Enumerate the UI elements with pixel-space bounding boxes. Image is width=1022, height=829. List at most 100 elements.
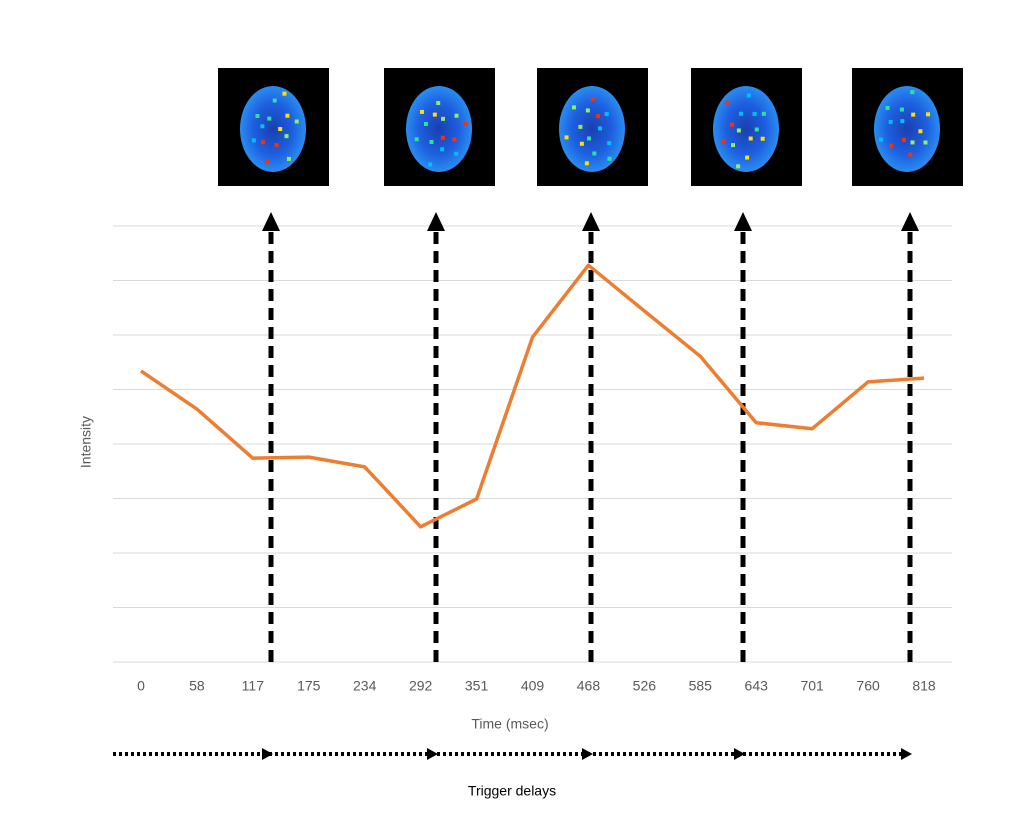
brain-spot (260, 124, 265, 129)
trigger-arrow-head (734, 212, 752, 231)
brain (874, 86, 940, 172)
brain-spot (592, 151, 597, 156)
brain-spot (885, 105, 890, 110)
x-tick-label: 643 (745, 678, 769, 694)
brain-spot (452, 137, 457, 142)
brain-spot (926, 112, 931, 117)
brain-spot (746, 93, 751, 98)
brain-spot (454, 151, 459, 156)
brain-spot (754, 127, 759, 132)
x-tick-label: 234 (353, 678, 377, 694)
brain-spot (900, 119, 905, 124)
brain-spot (267, 116, 272, 121)
brain-spot (432, 112, 437, 117)
brain-spot (729, 122, 734, 127)
brain-spot (760, 136, 765, 141)
x-tick-label: 585 (689, 678, 713, 694)
brain-spot (429, 139, 434, 144)
brain-spot (578, 124, 583, 129)
x-tick-label: 526 (633, 678, 657, 694)
brain (240, 86, 306, 172)
brain-spot (607, 141, 612, 146)
brain-spot (745, 155, 750, 160)
brain-spot (579, 141, 584, 146)
brain-spot (255, 113, 260, 118)
brain-spot (294, 119, 299, 124)
timeline-arrow-head (901, 748, 912, 760)
brain-spot (598, 126, 603, 131)
brain-spot (278, 127, 283, 131)
brain-spot (910, 90, 915, 95)
trigger-arrow-head (901, 212, 919, 231)
brain-spot (571, 105, 576, 110)
brain-spot (284, 134, 289, 139)
trigger-arrow-head (582, 212, 600, 231)
brain-spot (918, 129, 923, 134)
brain (713, 86, 779, 172)
brain-spot (721, 139, 726, 144)
brain-spot (272, 98, 277, 103)
x-tick-label: 0 (137, 678, 145, 694)
brain-spot (274, 143, 279, 148)
brain-spot (420, 109, 425, 114)
brain-spot (725, 100, 730, 105)
brain-spot (441, 116, 446, 121)
brain-spot (752, 111, 757, 116)
x-tick-label: 117 (242, 678, 265, 694)
brain-spot (607, 156, 612, 161)
brain-spot (587, 136, 592, 141)
brain-spot (286, 156, 291, 161)
x-tick-label: 292 (409, 678, 433, 694)
brain-spot (440, 147, 445, 152)
brain-spot (423, 122, 428, 127)
brain-spot (596, 114, 601, 119)
brain (406, 86, 472, 172)
brain-spot (564, 135, 569, 140)
x-tick-label: 351 (465, 678, 489, 694)
brain-spot (899, 107, 904, 112)
brain-spot (901, 137, 906, 142)
x-tick-label: 409 (521, 678, 545, 694)
brain-spot (261, 140, 266, 145)
brain-spot (911, 112, 916, 117)
brain-spot (285, 113, 290, 118)
brain-spot (908, 152, 913, 157)
brain-spot (910, 140, 915, 145)
x-tick-label: 468 (577, 678, 601, 694)
brain-spot (251, 138, 256, 143)
data-line (140, 263, 925, 529)
brain-spot (454, 113, 459, 118)
brain-spot (428, 162, 433, 167)
brain-spot (736, 128, 741, 133)
trigger-arrow-head (427, 212, 445, 231)
brain-spot (584, 161, 589, 166)
x-tick-label: 58 (189, 678, 205, 694)
brain-spot (440, 135, 445, 140)
brain-spot (923, 140, 928, 145)
trigger-arrow-head (262, 212, 280, 231)
brain-spot (590, 97, 595, 102)
brain-spot (761, 111, 766, 116)
brain-spot (888, 143, 893, 148)
brain-spot (748, 136, 753, 141)
x-tick-label: 818 (912, 678, 936, 694)
brain-spot (282, 91, 287, 96)
x-axis-label: Time (msec) (471, 716, 548, 732)
brain-spot (463, 121, 468, 126)
brain-spot (879, 137, 884, 142)
brain-spot (738, 111, 743, 116)
brain-spot (585, 108, 590, 113)
brain-spot (604, 111, 609, 116)
brain-spot (731, 143, 736, 148)
x-tick-label: 701 (800, 678, 824, 694)
brain-spot (736, 164, 741, 169)
brain-spot (414, 137, 419, 142)
brain-spot (264, 159, 269, 164)
annotation: Trigger delays (468, 783, 556, 799)
x-tick-label: 175 (297, 678, 321, 694)
x-tick-label: 760 (856, 678, 880, 694)
brain-spot (888, 119, 893, 124)
brain-spot (436, 101, 441, 106)
brain-images (218, 68, 963, 186)
